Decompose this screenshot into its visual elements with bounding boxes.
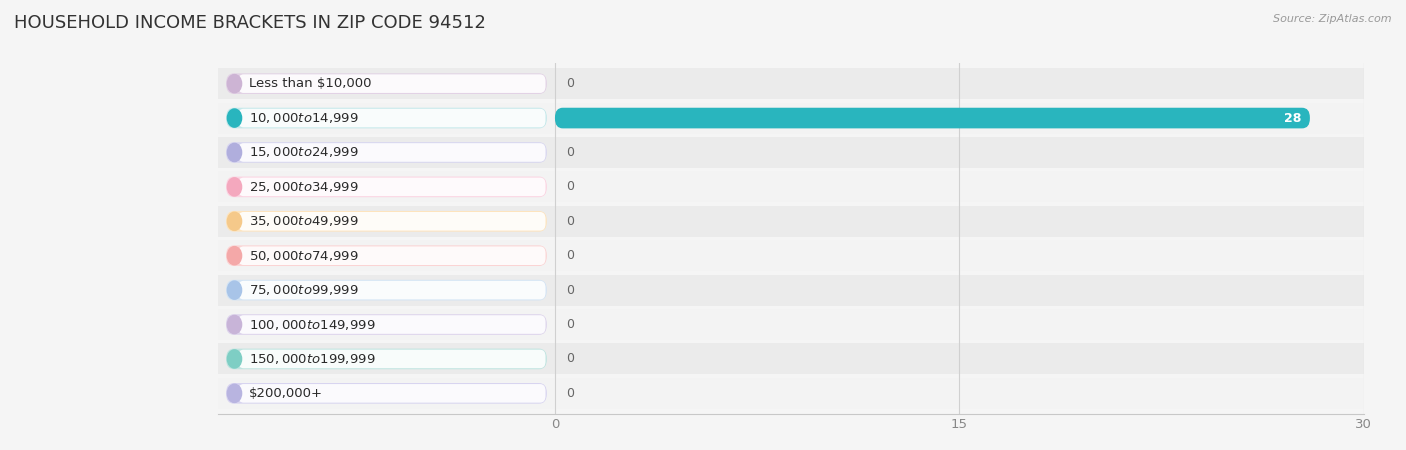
Text: 0: 0	[565, 215, 574, 228]
FancyBboxPatch shape	[226, 314, 547, 335]
FancyBboxPatch shape	[555, 108, 1310, 128]
FancyBboxPatch shape	[238, 315, 546, 334]
Text: Less than $10,000: Less than $10,000	[249, 77, 371, 90]
Circle shape	[228, 212, 242, 230]
Bar	[218, 68, 1364, 99]
Bar	[218, 206, 1364, 237]
Circle shape	[228, 315, 242, 333]
FancyBboxPatch shape	[226, 245, 547, 266]
Bar	[218, 378, 1364, 409]
Text: $15,000 to $24,999: $15,000 to $24,999	[249, 145, 359, 159]
Bar	[218, 103, 1364, 134]
Text: 0: 0	[565, 352, 574, 365]
FancyBboxPatch shape	[238, 143, 546, 162]
FancyBboxPatch shape	[226, 211, 547, 232]
Text: 0: 0	[565, 284, 574, 297]
Circle shape	[228, 281, 242, 299]
FancyBboxPatch shape	[226, 73, 547, 94]
FancyBboxPatch shape	[226, 176, 547, 197]
FancyBboxPatch shape	[226, 280, 547, 301]
Text: 0: 0	[565, 249, 574, 262]
Text: $10,000 to $14,999: $10,000 to $14,999	[249, 111, 359, 125]
Text: $100,000 to $149,999: $100,000 to $149,999	[249, 318, 375, 332]
Text: 0: 0	[565, 318, 574, 331]
FancyBboxPatch shape	[238, 350, 546, 368]
Bar	[218, 137, 1364, 168]
FancyBboxPatch shape	[238, 109, 546, 127]
Bar	[218, 274, 1364, 306]
Text: 0: 0	[565, 387, 574, 400]
Bar	[218, 343, 1364, 374]
Text: HOUSEHOLD INCOME BRACKETS IN ZIP CODE 94512: HOUSEHOLD INCOME BRACKETS IN ZIP CODE 94…	[14, 14, 486, 32]
Text: $50,000 to $74,999: $50,000 to $74,999	[249, 249, 359, 263]
Circle shape	[228, 247, 242, 265]
Text: $25,000 to $34,999: $25,000 to $34,999	[249, 180, 359, 194]
Text: 28: 28	[1285, 112, 1302, 125]
Circle shape	[228, 350, 242, 368]
Text: $35,000 to $49,999: $35,000 to $49,999	[249, 214, 359, 228]
Text: 0: 0	[565, 180, 574, 194]
FancyBboxPatch shape	[238, 247, 546, 265]
Text: 0: 0	[565, 146, 574, 159]
Bar	[218, 309, 1364, 340]
Circle shape	[228, 109, 242, 127]
FancyBboxPatch shape	[226, 383, 547, 404]
Circle shape	[228, 384, 242, 402]
Text: $200,000+: $200,000+	[249, 387, 323, 400]
Text: $75,000 to $99,999: $75,000 to $99,999	[249, 283, 359, 297]
Text: Source: ZipAtlas.com: Source: ZipAtlas.com	[1274, 14, 1392, 23]
Circle shape	[228, 75, 242, 93]
Circle shape	[228, 178, 242, 196]
FancyBboxPatch shape	[226, 349, 547, 369]
FancyBboxPatch shape	[226, 108, 547, 128]
FancyBboxPatch shape	[226, 142, 547, 163]
Text: $150,000 to $199,999: $150,000 to $199,999	[249, 352, 375, 366]
FancyBboxPatch shape	[238, 384, 546, 403]
Bar	[218, 171, 1364, 202]
Circle shape	[228, 144, 242, 162]
FancyBboxPatch shape	[238, 212, 546, 230]
FancyBboxPatch shape	[238, 178, 546, 196]
FancyBboxPatch shape	[238, 74, 546, 93]
Text: 0: 0	[565, 77, 574, 90]
Bar	[218, 240, 1364, 271]
FancyBboxPatch shape	[238, 281, 546, 299]
